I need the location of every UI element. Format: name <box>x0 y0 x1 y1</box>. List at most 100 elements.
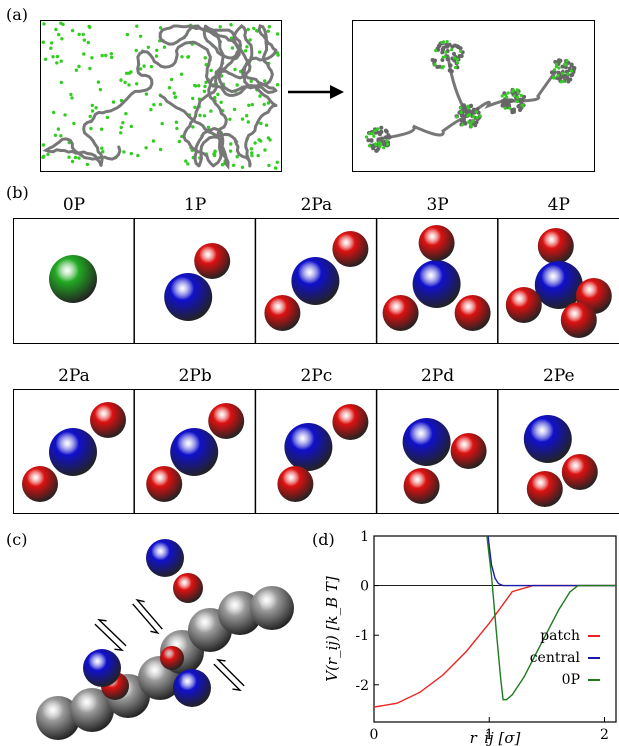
polymer-bead <box>567 66 572 71</box>
free-particle <box>267 163 271 168</box>
free-particle <box>158 147 163 152</box>
polymer-bead <box>441 45 446 50</box>
free-particle <box>105 115 110 120</box>
free-particle <box>177 139 181 144</box>
free-particle <box>240 117 245 121</box>
free-particle <box>233 67 237 72</box>
free-particle <box>82 38 86 42</box>
polymer-bead <box>383 128 388 133</box>
free-particle <box>248 38 252 42</box>
central-sphere <box>49 428 97 476</box>
free-particle <box>229 142 233 146</box>
polymer-chain <box>42 23 281 170</box>
bound-particle <box>566 72 570 76</box>
free-particle <box>202 89 207 94</box>
free-particle <box>138 34 143 38</box>
free-particle <box>127 71 131 75</box>
central-sphere <box>291 257 340 305</box>
free-particle <box>77 64 81 69</box>
free-particle <box>240 165 245 169</box>
polymer-bead <box>450 44 455 49</box>
free-particle <box>216 92 220 97</box>
bound-particle <box>386 142 390 146</box>
free-particle <box>77 156 81 160</box>
bound-particle <box>456 61 460 65</box>
free-particle <box>81 32 85 37</box>
legend-label-patch: patch <box>540 628 580 644</box>
polymer-bead <box>557 58 561 63</box>
polymer-bead <box>379 125 384 130</box>
patch-sphere <box>382 295 419 331</box>
bound-particle <box>466 104 470 108</box>
bound-particle <box>560 71 565 75</box>
free-particle <box>151 139 156 143</box>
polymer-bead <box>560 64 565 69</box>
panel-label-d: (d) <box>312 530 335 549</box>
bound-particle <box>515 88 519 92</box>
free-particle <box>235 155 239 159</box>
free-particle <box>61 22 65 27</box>
equilibrium-arrow-icon <box>213 658 245 692</box>
polymer-bead <box>505 99 510 104</box>
central-sphere <box>284 423 333 471</box>
free-particle <box>258 50 262 54</box>
collapsed-polymer-image <box>365 40 577 153</box>
free-particle <box>247 103 251 108</box>
free-particle <box>51 55 55 59</box>
free-particle <box>53 133 58 137</box>
patch-type-label-r1-3p: 3P <box>426 195 449 215</box>
bound-particle <box>556 74 560 78</box>
polymer-bead <box>436 44 441 49</box>
polymer-bead <box>569 62 574 67</box>
panel-label-a: (a) <box>6 5 29 24</box>
polymer-bead <box>366 138 371 143</box>
panel-label-c: (c) <box>6 530 28 549</box>
free-particle <box>46 152 50 157</box>
polymer-bead <box>456 45 461 50</box>
free-particle <box>55 61 59 65</box>
free-particle <box>136 153 140 158</box>
bound-particle <box>445 40 449 44</box>
free-particle <box>124 71 129 75</box>
free-particle <box>67 155 71 159</box>
bound-particle <box>500 94 504 98</box>
free-particle <box>154 54 159 58</box>
free-particle <box>174 120 179 124</box>
bound-particle <box>373 128 377 133</box>
bound-particle <box>475 116 479 120</box>
free-particle <box>90 56 94 60</box>
bound-particle <box>471 119 475 123</box>
central-sphere <box>523 415 572 463</box>
polymer-bead <box>445 57 450 62</box>
free-particle <box>125 32 130 37</box>
polymer-bead <box>558 75 563 80</box>
polymer-bead <box>448 63 452 68</box>
bound-particle <box>520 103 524 107</box>
central-sphere <box>146 539 184 577</box>
free-particle <box>98 87 103 92</box>
free-particle <box>90 103 94 108</box>
patch-type-label-r1-2pa: 2Pa <box>300 195 333 215</box>
panel-label-b: (b) <box>6 183 29 202</box>
bound-particle <box>474 110 478 114</box>
free-particle <box>267 25 271 29</box>
free-particle <box>262 102 266 107</box>
free-particle <box>172 91 176 95</box>
patch-sphere <box>454 295 491 331</box>
free-particle <box>73 155 78 160</box>
free-particle <box>142 64 146 68</box>
free-particle <box>243 49 248 53</box>
bound-particle <box>373 142 378 146</box>
free-particle <box>250 153 254 158</box>
patch-sphere <box>332 404 369 440</box>
y-tick-label: -1 <box>355 628 369 644</box>
patch-type-label-r2-2pa: 2Pa <box>58 366 90 386</box>
patch-sphere <box>418 225 455 261</box>
polymer-bead <box>519 100 524 105</box>
polymer-bead <box>459 118 464 123</box>
central-sphere <box>170 428 219 476</box>
free-particle <box>249 79 253 83</box>
polymer-bead <box>452 51 456 56</box>
bound-particle <box>512 94 517 98</box>
free-particle <box>186 162 190 166</box>
